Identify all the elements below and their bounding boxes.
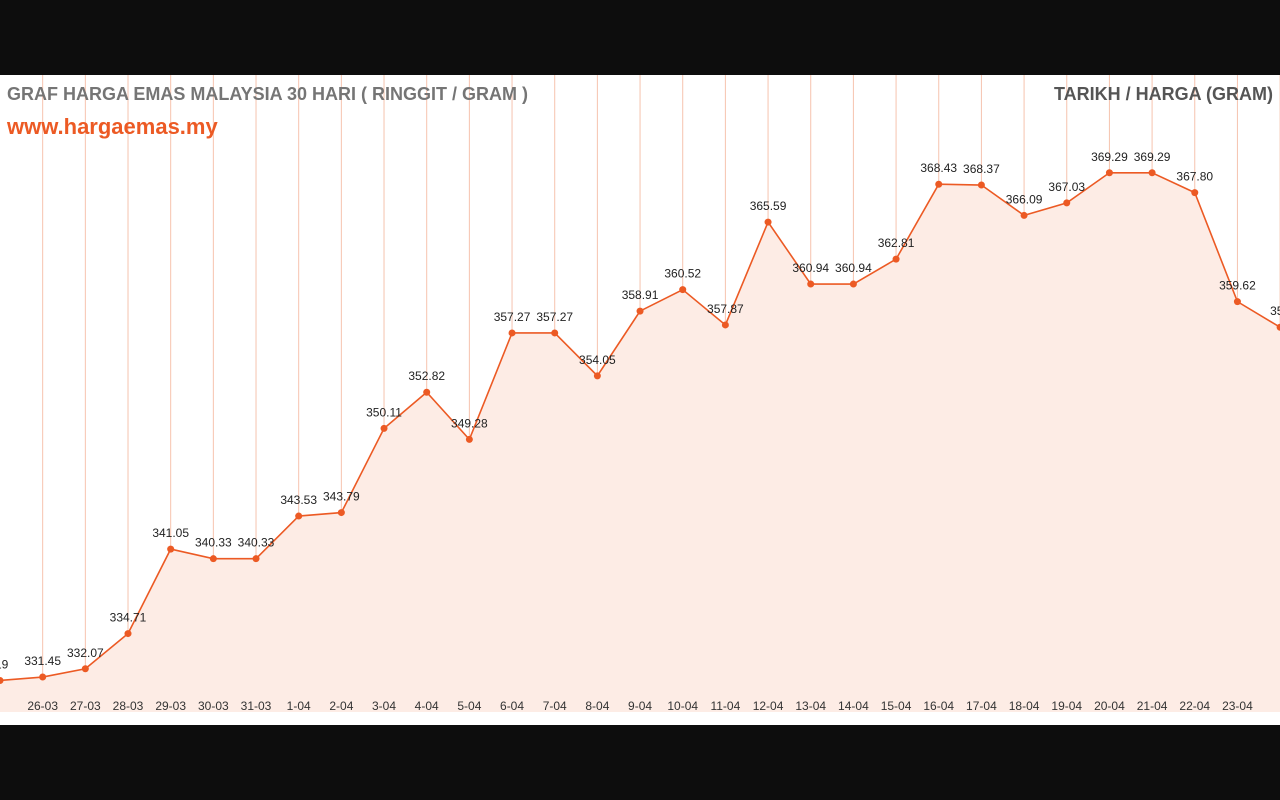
data-label: 360.94 xyxy=(792,261,829,275)
data-point xyxy=(593,372,601,380)
data-label: 369.29 xyxy=(1134,150,1171,164)
data-point xyxy=(1276,323,1280,331)
x-tick-label: 22-04 xyxy=(1179,699,1210,713)
data-point xyxy=(764,218,772,226)
series-area xyxy=(0,172,1280,712)
x-tick-label: 21-04 xyxy=(1137,699,1168,713)
data-point xyxy=(508,329,516,337)
data-point xyxy=(892,255,900,263)
data-point xyxy=(977,181,985,189)
data-point xyxy=(209,555,217,563)
legend-label: TARIKH / HARGA (GRAM) xyxy=(1054,84,1273,104)
data-label: 354.05 xyxy=(579,353,616,367)
x-tick-label: 9-04 xyxy=(628,699,652,713)
data-point xyxy=(679,286,687,294)
data-point xyxy=(935,180,943,188)
data-label: 358.91 xyxy=(622,288,659,302)
x-tick-label: 3-04 xyxy=(372,699,396,713)
x-tick-label: 11-04 xyxy=(710,699,740,713)
x-tick-label: 5-04 xyxy=(457,699,481,713)
chart-title: GRAF HARGA EMAS MALAYSIA 30 HARI ( RINGG… xyxy=(7,84,529,104)
data-label: 367.80 xyxy=(1176,170,1213,184)
data-point xyxy=(721,321,729,329)
data-label: 357.27 xyxy=(536,310,573,324)
x-tick-label: 18-04 xyxy=(1009,699,1040,713)
x-tick-label: 16-04 xyxy=(923,699,954,713)
data-point xyxy=(252,555,260,563)
x-tick-label: 30-03 xyxy=(198,699,229,713)
x-tick-label: 20-04 xyxy=(1094,699,1125,713)
data-point xyxy=(1063,199,1071,207)
data-label: 341.05 xyxy=(152,526,189,540)
chart-panel: .19 331.45 332.07 334.71 341.05 340.33 340.33 3… xyxy=(0,75,1280,725)
data-point xyxy=(551,329,559,337)
data-label: 334.71 xyxy=(110,611,147,625)
x-tick-label: 14-04 xyxy=(838,699,869,713)
x-tick-label: 8-04 xyxy=(585,699,609,713)
x-tick-label: 4-04 xyxy=(415,699,439,713)
data-point xyxy=(807,280,815,288)
chart-subtitle-link[interactable]: www.hargaemas.my xyxy=(7,114,218,139)
data-label: 368.43 xyxy=(920,161,957,175)
x-tick-label: 15-04 xyxy=(881,699,912,713)
data-label: 362.81 xyxy=(878,236,915,250)
data-point xyxy=(0,676,4,684)
data-label: 352.82 xyxy=(408,369,445,383)
x-tick-label: 2-04 xyxy=(329,699,353,713)
x-tick-label: 27-03 xyxy=(70,699,101,713)
data-point xyxy=(1233,298,1241,306)
x-tick-label: 12-04 xyxy=(753,699,784,713)
x-tick-label: 13-04 xyxy=(795,699,826,713)
x-tick-label: 31-03 xyxy=(241,699,272,713)
data-point xyxy=(636,307,644,315)
data-point xyxy=(124,630,132,638)
data-point xyxy=(849,280,857,288)
x-tick-label: 19-04 xyxy=(1051,699,1082,713)
data-label: 332.07 xyxy=(67,646,104,660)
x-tick-label: 7-04 xyxy=(543,699,567,713)
x-tick-label: 26-03 xyxy=(27,699,58,713)
data-point xyxy=(337,509,345,517)
data-label: 360.52 xyxy=(664,267,701,281)
data-point xyxy=(39,673,47,681)
data-label: 368.37 xyxy=(963,162,1000,176)
data-label: 343.79 xyxy=(323,490,360,504)
data-label: 357.87 xyxy=(707,302,744,316)
data-label: 343.53 xyxy=(280,493,317,507)
chart-area: .19 331.45 332.07 334.71 341.05 340.33 340.33 3… xyxy=(0,75,1280,713)
data-point xyxy=(81,665,89,673)
data-label: 349.28 xyxy=(451,416,488,430)
x-tick-label: 1-04 xyxy=(287,699,311,713)
data-label: 365.59 xyxy=(750,199,787,213)
x-tick-label: 23-04 xyxy=(1222,699,1253,713)
data-label: 369.29 xyxy=(1091,150,1128,164)
data-label: 367.03 xyxy=(1048,180,1085,194)
data-label: 340.33 xyxy=(238,536,275,550)
data-point xyxy=(1148,169,1156,177)
data-label: 340.33 xyxy=(195,536,232,550)
data-label: 350.11 xyxy=(366,405,402,419)
data-point xyxy=(423,388,431,396)
data-point xyxy=(295,512,303,520)
x-tick-label: 28-03 xyxy=(113,699,144,713)
data-label: 360.94 xyxy=(835,261,872,275)
data-label: .19 xyxy=(0,657,9,671)
data-point xyxy=(1105,169,1113,177)
data-label: 366.09 xyxy=(1006,192,1043,206)
data-point xyxy=(167,545,175,553)
data-label: 331.45 xyxy=(24,654,61,668)
data-label: 357 xyxy=(1270,304,1280,318)
data-point xyxy=(465,435,473,443)
data-point xyxy=(1020,211,1028,219)
data-label: 357.27 xyxy=(494,310,531,324)
data-point xyxy=(380,424,388,432)
x-tick-label: 10-04 xyxy=(667,699,698,713)
x-tick-label: 6-04 xyxy=(500,699,524,713)
data-point xyxy=(1191,189,1199,197)
data-label: 359.62 xyxy=(1219,279,1256,293)
x-tick-label: 17-04 xyxy=(966,699,997,713)
x-tick-label: 29-03 xyxy=(155,699,186,713)
